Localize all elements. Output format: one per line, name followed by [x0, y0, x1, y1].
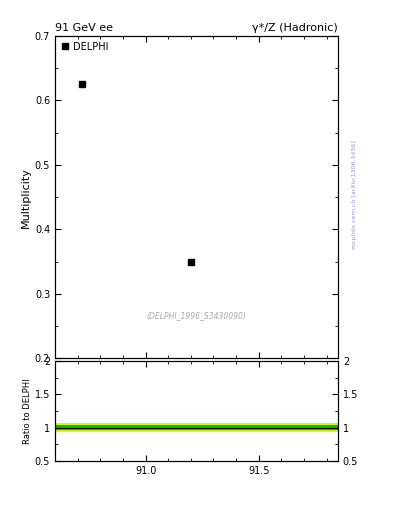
Y-axis label: Multiplicity: Multiplicity [20, 167, 31, 227]
Text: mcplots.cern.ch [arXiv:1306.3436]: mcplots.cern.ch [arXiv:1306.3436] [352, 140, 357, 249]
Y-axis label: Ratio to DELPHI: Ratio to DELPHI [23, 378, 32, 444]
Text: γ*/Z (Hadronic): γ*/Z (Hadronic) [252, 23, 338, 33]
Legend: DELPHI: DELPHI [58, 39, 111, 55]
Bar [55, 425, 338, 430]
Bar [55, 423, 338, 432]
Line: DELPHI: DELPHI [79, 81, 194, 264]
DELPHI [80, 81, 84, 87]
Text: (DELPHI_1996_S3430090): (DELPHI_1996_S3430090) [147, 311, 246, 319]
DELPHI [189, 259, 193, 265]
Text: 91 GeV ee: 91 GeV ee [55, 23, 113, 33]
